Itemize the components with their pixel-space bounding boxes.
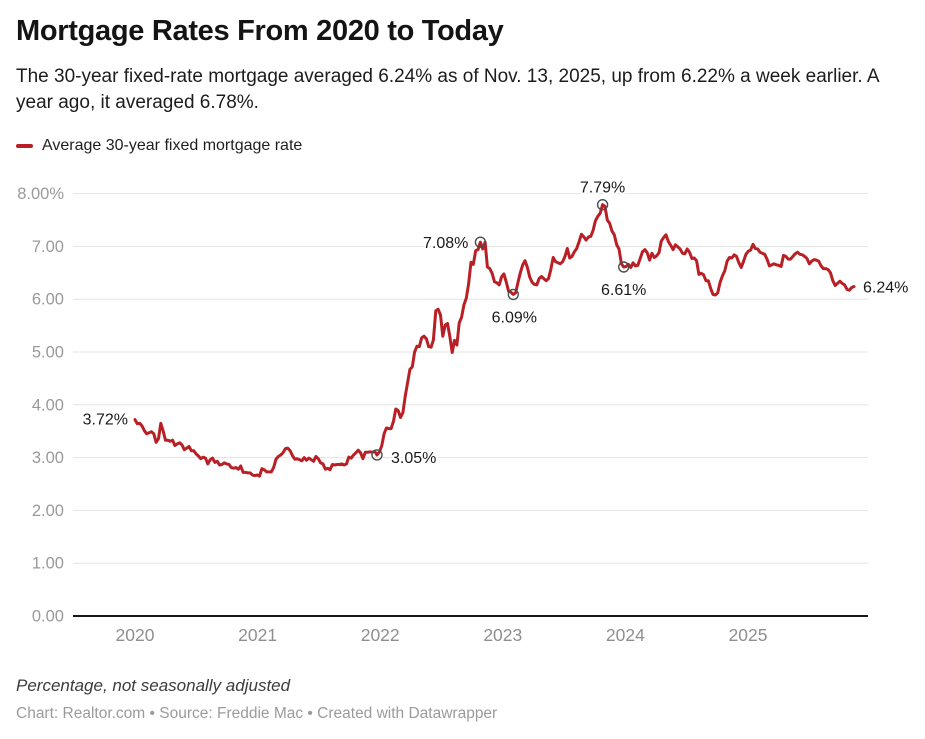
annotation-marker <box>371 449 383 461</box>
annotation-label: 6.61% <box>601 282 646 299</box>
y-axis-label: 1.00 <box>32 555 64 573</box>
y-axis-label: 6.00 <box>32 291 64 309</box>
y-axis-label: 3.00 <box>32 449 64 467</box>
annotation-label: 3.05% <box>391 450 436 467</box>
x-axis-label: 2024 <box>606 625 645 645</box>
legend-line-swatch <box>16 144 33 148</box>
annotation-marker <box>507 288 519 301</box>
annotation-marker <box>474 236 487 248</box>
x-axis-label: 2022 <box>361 625 400 645</box>
x-axis-label: 2020 <box>116 625 155 645</box>
y-axis-label: 5.00 <box>32 344 64 362</box>
annotation-marker <box>596 198 609 211</box>
rate-line <box>133 203 856 478</box>
x-axis-label: 2025 <box>729 625 768 645</box>
chart-subtitle: The 30-year fixed-rate mortgage averaged… <box>16 66 879 113</box>
credit-line: Chart: Realtor.com • Source: Freddie Mac… <box>16 705 498 722</box>
y-axis-label: 8.00% <box>17 185 64 203</box>
x-axis-label: 2021 <box>238 625 277 645</box>
annotation-label: 7.08% <box>423 235 468 252</box>
legend: Average 30-year fixed mortgage rate <box>16 137 302 155</box>
annotation-label: 6.24% <box>863 280 908 297</box>
y-axis-label: 0.00 <box>32 608 64 626</box>
y-axis-label: 4.00 <box>32 396 64 414</box>
legend-label: Average 30-year fixed mortgage rate <box>42 137 303 154</box>
y-axis-label: 7.00 <box>32 238 64 256</box>
x-axis-label: 2023 <box>483 625 522 645</box>
annotation-label: 7.79% <box>580 180 625 197</box>
annotation-label: 3.72% <box>83 412 128 429</box>
annotation-marker <box>618 261 630 273</box>
y-axis-label: 2.00 <box>32 502 64 520</box>
chart-title: Mortgage Rates From 2020 to Today <box>16 15 504 47</box>
chart-footnote: Percentage, not seasonally adjusted <box>16 676 291 695</box>
annotation-label: 6.09% <box>492 309 537 326</box>
